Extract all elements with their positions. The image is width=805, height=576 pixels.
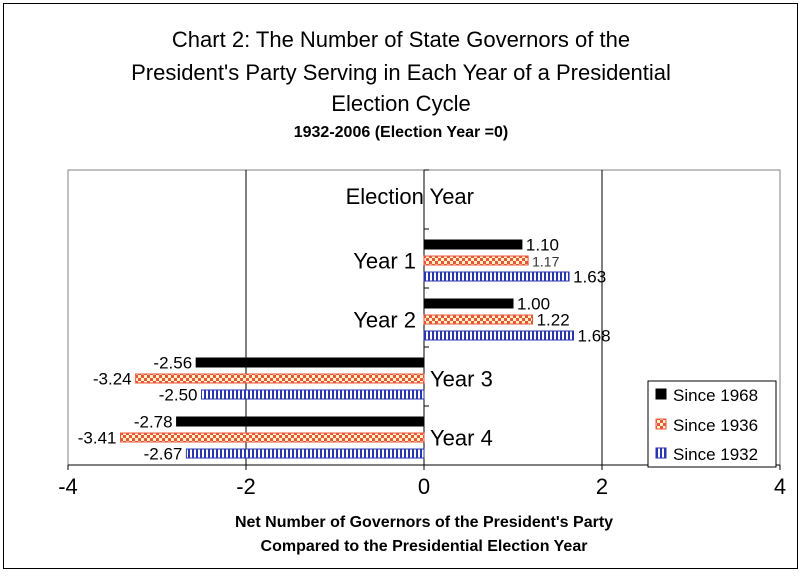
legend-label-since-1968: Since 1968 bbox=[673, 386, 758, 405]
data-label: 1.17 bbox=[532, 254, 559, 270]
bar-since-1932-year-1 bbox=[423, 271, 570, 282]
category-label-year-2: Year 2 bbox=[353, 308, 416, 333]
legend-label-since-1932: Since 1932 bbox=[673, 445, 758, 464]
data-label: 1.63 bbox=[573, 268, 606, 287]
x-tick-label: -4 bbox=[58, 474, 78, 499]
data-label: 1.68 bbox=[578, 327, 611, 346]
data-label: 1.10 bbox=[526, 236, 559, 255]
chart-title-line-2: President's Party Serving in Each Year o… bbox=[131, 60, 671, 85]
bar-since-1932-year-2 bbox=[423, 330, 575, 341]
bar-since-1936-year-3 bbox=[135, 373, 425, 384]
chart-title-line-1: Chart 2: The Number of State Governors o… bbox=[172, 27, 630, 52]
category-label-election-year: Election Year bbox=[346, 184, 474, 209]
data-label: -2.50 bbox=[159, 386, 198, 405]
legend-swatch-since-1932 bbox=[655, 447, 667, 459]
bar-since-1932-year-4 bbox=[185, 448, 425, 459]
bar-since-1968-year-1 bbox=[423, 239, 523, 250]
x-tick-label: 2 bbox=[596, 474, 608, 499]
chart-title-line-3: Election Cycle bbox=[331, 91, 470, 116]
data-label: 1.00 bbox=[517, 295, 550, 314]
data-label: -3.24 bbox=[93, 370, 132, 389]
data-label: 1.22 bbox=[537, 311, 570, 330]
bar-since-1968-year-4 bbox=[176, 416, 425, 427]
category-label-year-4: Year 4 bbox=[430, 426, 493, 451]
category-label-year-3: Year 3 bbox=[430, 367, 493, 392]
bar-since-1932-year-3 bbox=[201, 389, 425, 400]
legend-swatch-since-1968 bbox=[655, 388, 667, 400]
chart-subtitle: 1932-2006 (Election Year =0) bbox=[294, 124, 509, 141]
x-tick-label: -2 bbox=[236, 474, 256, 499]
bar-since-1968-year-3 bbox=[195, 357, 425, 368]
legend-swatch-since-1936 bbox=[655, 418, 667, 430]
x-axis-label-line-1: Net Number of Governors of the President… bbox=[235, 514, 613, 531]
category-label-year-1: Year 1 bbox=[353, 249, 416, 274]
x-tick-label: 4 bbox=[774, 474, 786, 499]
bar-since-1936-year-2 bbox=[423, 314, 534, 325]
data-label: -2.78 bbox=[134, 413, 173, 432]
x-tick-label: 0 bbox=[418, 474, 430, 499]
x-axis-label-line-2: Compared to the Presidential Election Ye… bbox=[261, 538, 588, 555]
bar-since-1936-year-4 bbox=[120, 432, 425, 443]
legend-label-since-1936: Since 1936 bbox=[673, 416, 758, 435]
data-label: -2.67 bbox=[144, 445, 183, 464]
legend: Since 1968 Since 1936 Since 1932 bbox=[647, 380, 777, 468]
bar-since-1936-year-1 bbox=[423, 255, 529, 266]
data-label: -3.41 bbox=[78, 429, 117, 448]
legend-box bbox=[647, 380, 777, 468]
data-label: -2.56 bbox=[153, 354, 192, 373]
bar-since-1968-year-2 bbox=[423, 298, 514, 309]
